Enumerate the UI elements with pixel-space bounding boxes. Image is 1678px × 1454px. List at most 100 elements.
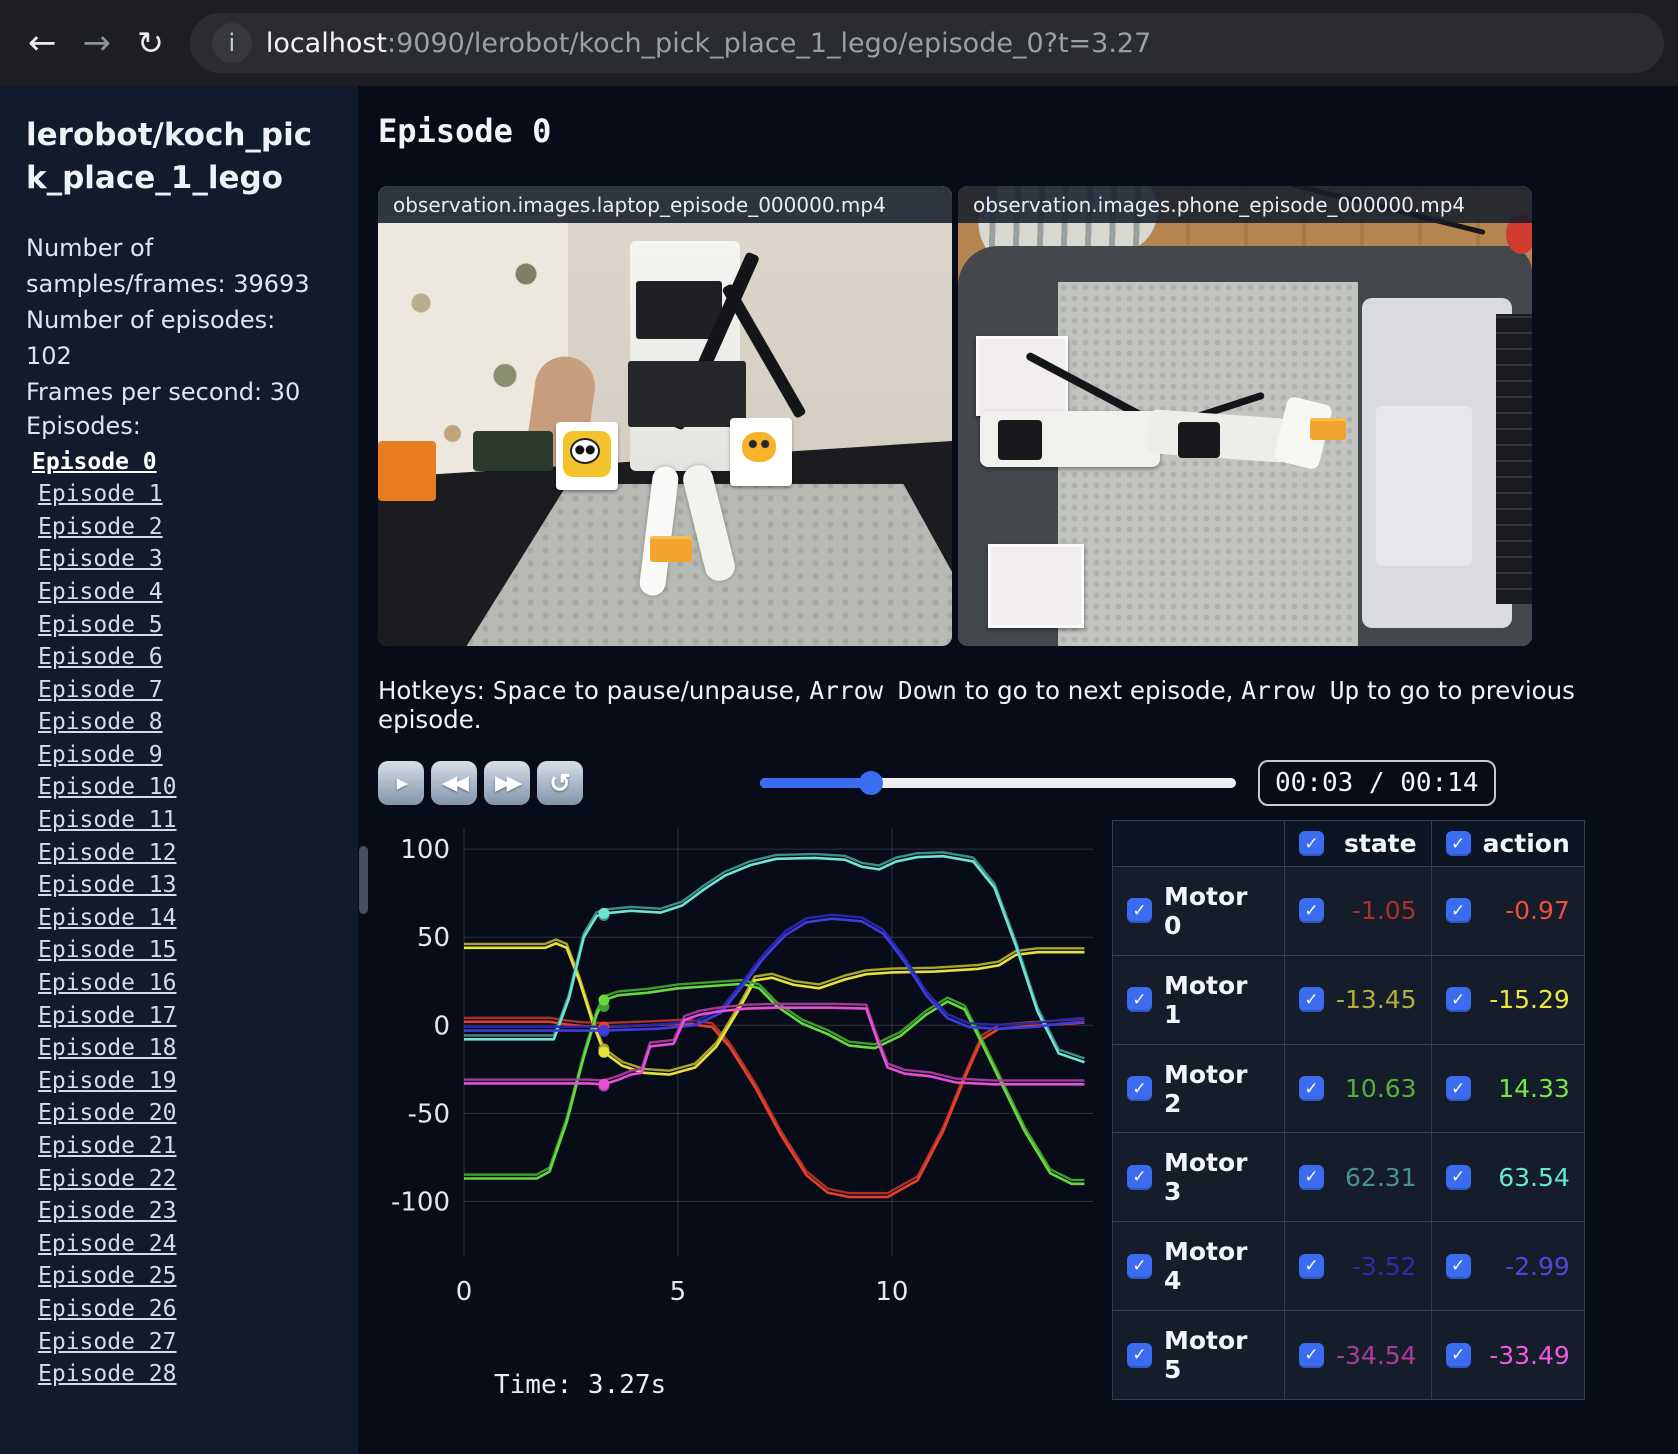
page-title: Episode 0 (378, 112, 552, 150)
episode-link[interactable]: Episode 3 (38, 546, 163, 573)
episode-link[interactable]: Episode 14 (38, 904, 177, 931)
state-checkbox[interactable]: ✓ (1299, 1164, 1324, 1190)
main-panel: Episode 0 observation.images.laptop_epis… (358, 86, 1678, 1454)
episode-link[interactable]: Episode 2 (38, 513, 163, 540)
scrollbar-thumb[interactable] (359, 846, 368, 914)
reload-icon[interactable]: ↻ (137, 24, 164, 62)
episode-link[interactable]: Episode 27 (38, 1328, 177, 1355)
episode-link[interactable]: Episode 20 (38, 1100, 177, 1127)
episode-link[interactable]: Episode 4 (38, 578, 163, 605)
action-column-checkbox[interactable]: ✓ (1445, 831, 1471, 856)
episode-link[interactable]: Episode 12 (38, 839, 177, 866)
url-text: localhost:9090/lerobot/koch_pick_place_1… (266, 28, 1151, 59)
episode-link[interactable]: Episode 25 (38, 1263, 177, 1290)
episode-link[interactable]: Episode 6 (38, 644, 163, 671)
play-button[interactable]: ▶ (378, 761, 424, 805)
forward-icon[interactable]: → (82, 23, 112, 63)
orange-lego-brick-top (1310, 418, 1346, 440)
site-info-icon[interactable]: i (211, 23, 252, 63)
phone-video[interactable]: observation.images.phone_episode_000000.… (958, 186, 1532, 646)
action-checkbox[interactable]: ✓ (1445, 1076, 1471, 1102)
time-display: 00:03 / 00:14 (1258, 760, 1496, 806)
motor-row: ✓ Motor 5 ✓ -34.54 ✓ -33.49 (1112, 1310, 1585, 1400)
fast-forward-button[interactable]: ▶▶ (484, 761, 530, 805)
state-checkbox[interactable]: ✓ (1299, 1076, 1324, 1102)
state-checkbox[interactable]: ✓ (1299, 1342, 1324, 1368)
episode-link[interactable]: Episode 15 (38, 937, 177, 964)
episode-link[interactable]: Episode 24 (38, 1230, 177, 1257)
state-checkbox[interactable]: ✓ (1299, 898, 1324, 924)
episode-link[interactable]: Episode 5 (38, 611, 163, 638)
slider-thumb[interactable] (859, 771, 884, 795)
robot-body (630, 241, 740, 471)
motor-row-checkbox[interactable]: ✓ (1127, 1342, 1152, 1368)
motor-row-checkbox[interactable]: ✓ (1127, 898, 1152, 924)
episode-link[interactable]: Episode 17 (38, 1002, 177, 1029)
chart-line-state-motor0 (464, 1016, 1085, 1195)
episode-link[interactable]: Episode 18 (38, 1035, 177, 1062)
motor-chart[interactable]: 0 5 10 100 50 0 -50 -100 (378, 816, 1110, 1362)
episode-link[interactable]: Episode 8 (38, 709, 163, 736)
action-value: -2.99 (1505, 1251, 1570, 1281)
chart-area: 0 5 10 100 50 0 -50 -100 Time: 3.27s (378, 816, 1110, 1400)
episode-link[interactable]: Episode 10 (38, 774, 177, 801)
episode-link[interactable]: Episode 13 (38, 872, 177, 899)
action-checkbox[interactable]: ✓ (1445, 1342, 1471, 1368)
episode-link[interactable]: Episode 16 (38, 970, 177, 997)
state-checkbox[interactable]: ✓ (1299, 987, 1324, 1013)
action-checkbox[interactable]: ✓ (1445, 1253, 1471, 1279)
seek-slider[interactable] (760, 771, 1236, 795)
panda-icon (570, 438, 600, 464)
state-value: -1.05 (1351, 896, 1417, 926)
address-bar[interactable]: i localhost:9090/lerobot/koch_pick_place… (189, 13, 1664, 73)
motor-name: Motor 0 (1164, 881, 1248, 940)
episode-link[interactable]: Episode 19 (38, 1067, 177, 1094)
action-checkbox[interactable]: ✓ (1445, 1164, 1471, 1190)
episode-link[interactable]: Episode 11 (38, 807, 177, 834)
motor-row-checkbox[interactable]: ✓ (1127, 1076, 1152, 1102)
state-cell: ✓ -34.54 (1284, 1310, 1432, 1400)
loop-button[interactable]: ↺ (537, 761, 583, 805)
slider-track[interactable] (760, 778, 1236, 788)
motor-name-cell: ✓ Motor 1 (1112, 954, 1285, 1045)
motor-row: ✓ Motor 4 ✓ -3.52 ✓ -2.99 (1112, 1221, 1585, 1312)
y-tick-label: 50 (417, 923, 450, 953)
hotkey-key: Arrow Down (809, 676, 957, 705)
y-tick-label: 0 (433, 1011, 450, 1041)
action-value: -0.97 (1505, 896, 1570, 926)
laptop-video[interactable]: observation.images.laptop_episode_000000… (378, 186, 952, 646)
rewind-button[interactable]: ◀◀ (431, 761, 477, 805)
white-box-top (976, 336, 1068, 416)
chart-line-action-motor3 (464, 854, 1085, 1064)
state-column-checkbox[interactable]: ✓ (1299, 831, 1324, 856)
state-cell: ✓ -13.45 (1284, 954, 1432, 1045)
episode-link[interactable]: Episode 1 (38, 481, 163, 508)
episode-link[interactable]: Episode 9 (38, 741, 163, 768)
episode-link[interactable]: Episode 22 (38, 1165, 177, 1192)
episode-link[interactable]: Episode 28 (38, 1361, 177, 1388)
motor-row-checkbox[interactable]: ✓ (1127, 1164, 1152, 1190)
x-tick-label: 5 (670, 1277, 687, 1307)
action-checkbox[interactable]: ✓ (1445, 987, 1471, 1013)
header-state-cell: ✓ state (1284, 820, 1432, 867)
y-tick-label: -100 (391, 1187, 450, 1217)
slider-fill (760, 778, 872, 788)
action-checkbox[interactable]: ✓ (1445, 898, 1471, 924)
state-checkbox[interactable]: ✓ (1299, 1253, 1324, 1279)
state-value: -34.54 (1336, 1340, 1417, 1370)
y-tick-label: 100 (400, 835, 450, 865)
episode-link-active[interactable]: Episode 0 (32, 448, 157, 475)
motor-row: ✓ Motor 3 ✓ 62.31 ✓ 63.54 (1112, 1132, 1585, 1223)
state-header-label: state (1343, 829, 1417, 858)
motor-row-checkbox[interactable]: ✓ (1127, 987, 1152, 1013)
episode-link[interactable]: Episode 21 (38, 1133, 177, 1159)
back-icon[interactable]: ← (28, 23, 57, 63)
laptop-trackpad (1376, 406, 1472, 566)
state-cell: ✓ -3.52 (1284, 1221, 1432, 1312)
motor-row-checkbox[interactable]: ✓ (1127, 1253, 1152, 1279)
stat-fps: Frames per second: 30 (26, 377, 301, 406)
episode-link[interactable]: Episode 23 (38, 1198, 177, 1225)
hotkey-text: to pause/unpause, (566, 676, 810, 705)
episode-link[interactable]: Episode 7 (38, 676, 163, 703)
episode-link[interactable]: Episode 26 (38, 1295, 177, 1322)
